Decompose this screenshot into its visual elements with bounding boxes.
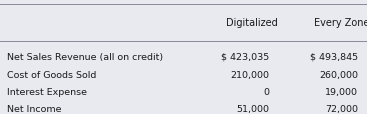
Text: Every Zone: Every Zone <box>313 18 367 28</box>
Text: Digitalized: Digitalized <box>225 18 277 28</box>
Text: Net Income: Net Income <box>7 104 62 113</box>
Text: 0: 0 <box>264 87 270 96</box>
Text: 51,000: 51,000 <box>237 104 270 113</box>
Text: 260,000: 260,000 <box>319 70 358 79</box>
Text: $ 423,035: $ 423,035 <box>222 53 270 61</box>
Text: $ 493,845: $ 493,845 <box>310 53 358 61</box>
Text: Net Sales Revenue (all on credit): Net Sales Revenue (all on credit) <box>7 53 163 61</box>
Text: 19,000: 19,000 <box>325 87 358 96</box>
Text: 210,000: 210,000 <box>231 70 270 79</box>
Text: Interest Expense: Interest Expense <box>7 87 87 96</box>
Text: 72,000: 72,000 <box>325 104 358 113</box>
Text: Cost of Goods Sold: Cost of Goods Sold <box>7 70 97 79</box>
